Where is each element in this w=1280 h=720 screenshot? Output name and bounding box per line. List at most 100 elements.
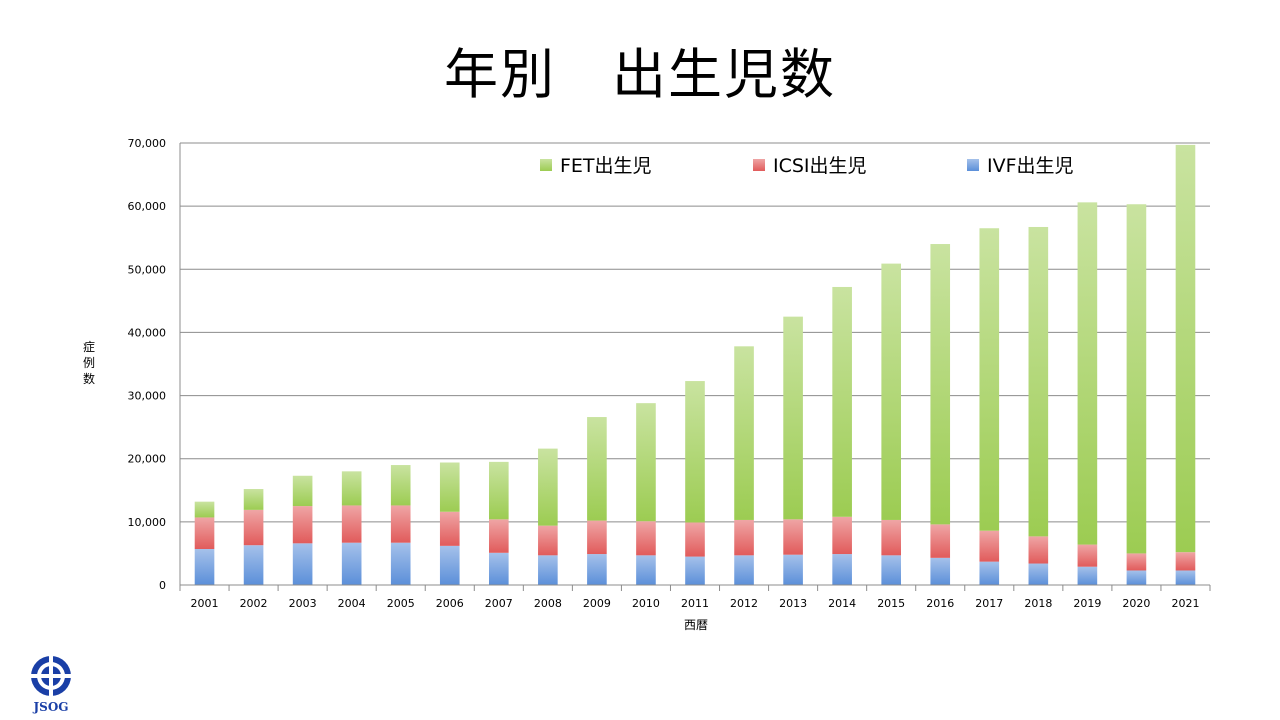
legend-label: ICSI出生児 bbox=[773, 155, 867, 177]
bar-FET出生児-2013 bbox=[783, 316, 803, 520]
x-tick-label: 2019 bbox=[1073, 597, 1101, 610]
bar-IVF出生児-2015 bbox=[881, 555, 901, 585]
bar-IVF出生児-2006 bbox=[439, 545, 460, 585]
bar-IVF出生児-2002 bbox=[243, 545, 264, 585]
x-tick-label: 2007 bbox=[485, 597, 513, 610]
bar-FET出生児-2007 bbox=[489, 461, 509, 520]
bar-ICSI出生児-2004 bbox=[341, 505, 362, 543]
bar-FET出生児-2009 bbox=[587, 417, 607, 521]
bar-FET出生児-2018 bbox=[1028, 226, 1049, 537]
bar-ICSI出生児-2015 bbox=[881, 519, 901, 556]
bar-ICSI出生児-2017 bbox=[979, 530, 1000, 562]
bar-FET出生児-2015 bbox=[881, 263, 901, 520]
bar-FET出生児-2001 bbox=[194, 501, 215, 518]
y-axis-label-char: 例 bbox=[83, 356, 95, 370]
bar-ICSI出生児-2012 bbox=[734, 519, 754, 556]
bar-ICSI出生児-2013 bbox=[783, 519, 803, 555]
x-tick-label: 2016 bbox=[926, 597, 954, 610]
y-tick-label: 10,000 bbox=[128, 516, 167, 529]
bar-ICSI出生児-2019 bbox=[1077, 544, 1098, 567]
jsog-logo: JSOG bbox=[28, 654, 74, 716]
bar-IVF出生児-2010 bbox=[636, 555, 656, 585]
x-tick-label: 2005 bbox=[387, 597, 415, 610]
x-tick-label: 2002 bbox=[240, 597, 268, 610]
bar-FET出生児-2006 bbox=[439, 462, 460, 512]
x-tick-label: 2006 bbox=[436, 597, 464, 610]
bar-FET出生児-2012 bbox=[734, 346, 754, 520]
x-tick-label: 2011 bbox=[681, 597, 709, 610]
bar-FET出生児-2002 bbox=[243, 489, 264, 510]
x-tick-label: 2003 bbox=[289, 597, 317, 610]
bar-FET出生児-2004 bbox=[341, 471, 362, 506]
y-tick-label: 20,000 bbox=[128, 453, 167, 466]
x-tick-label: 2008 bbox=[534, 597, 562, 610]
bar-FET出生児-2016 bbox=[930, 244, 951, 525]
bar-ICSI出生児-2003 bbox=[292, 506, 313, 544]
bar-ICSI出生児-2010 bbox=[636, 521, 656, 556]
x-tick-label: 2009 bbox=[583, 597, 611, 610]
axes: 0 10,000 20,000 30,000 40,000 50,000 60,000 70,… bbox=[128, 137, 1211, 610]
bar-IVF出生児-2021 bbox=[1175, 570, 1196, 585]
logo-text: JSOG bbox=[33, 700, 69, 714]
bar-IVF出生児-2001 bbox=[194, 549, 215, 585]
jsog-emblem-icon bbox=[31, 656, 71, 696]
bar-ICSI出生児-2021 bbox=[1175, 552, 1196, 571]
x-axis-label: 西暦 bbox=[684, 618, 708, 632]
x-tick-label: 2018 bbox=[1024, 597, 1052, 610]
bar-FET出生児-2008 bbox=[538, 448, 558, 526]
bar-FET出生児-2005 bbox=[390, 465, 411, 506]
bar-FET出生児-2017 bbox=[979, 228, 1000, 531]
bar-IVF出生児-2017 bbox=[979, 561, 1000, 585]
x-tick-label: 2020 bbox=[1122, 597, 1150, 610]
legend-swatch bbox=[753, 159, 765, 171]
x-tick-label: 2004 bbox=[338, 597, 366, 610]
bar-FET出生児-2010 bbox=[636, 403, 656, 522]
page-title: 年別 出生児数 bbox=[444, 43, 836, 106]
y-tick-label: 30,000 bbox=[128, 390, 167, 403]
x-tick-label: 2017 bbox=[975, 597, 1003, 610]
y-tick-label: 70,000 bbox=[128, 137, 167, 150]
y-axis-label-char: 数 bbox=[83, 371, 95, 386]
bar-IVF出生児-2016 bbox=[930, 557, 951, 585]
legend-label: FET出生児 bbox=[560, 155, 652, 177]
legend-label: IVF出生児 bbox=[987, 155, 1074, 177]
x-tick-label: 2010 bbox=[632, 597, 660, 610]
bar-IVF出生児-2012 bbox=[734, 555, 754, 585]
x-tick-label: 2001 bbox=[191, 597, 219, 610]
bar-IVF出生児-2014 bbox=[832, 554, 852, 585]
bar-IVF出生児-2019 bbox=[1077, 566, 1098, 585]
bar-IVF出生児-2007 bbox=[489, 552, 509, 585]
y-tick-label: 40,000 bbox=[128, 326, 167, 339]
bar-ICSI出生児-2014 bbox=[832, 516, 852, 555]
bar-ICSI出生児-2002 bbox=[243, 509, 264, 546]
y-tick-label: 50,000 bbox=[128, 263, 167, 276]
bar-ICSI出生児-2007 bbox=[489, 519, 509, 553]
bar-ICSI出生児-2009 bbox=[587, 520, 607, 555]
bar-IVF出生児-2008 bbox=[538, 555, 558, 585]
y-axis-label: 症例数 bbox=[83, 339, 95, 386]
bar-ICSI出生児-2005 bbox=[390, 505, 411, 543]
bar-FET出生児-2020 bbox=[1126, 204, 1147, 554]
bar-IVF出生児-2005 bbox=[390, 542, 411, 585]
bar-FET出生児-2011 bbox=[685, 381, 705, 523]
x-tick-label: 2013 bbox=[779, 597, 807, 610]
bar-IVF出生児-2004 bbox=[341, 542, 362, 585]
bar-ICSI出生児-2018 bbox=[1028, 536, 1049, 564]
y-tick-label: 0 bbox=[159, 579, 166, 592]
bar-FET出生児-2014 bbox=[832, 286, 852, 517]
bar-ICSI出生児-2001 bbox=[194, 517, 215, 550]
bar-FET出生児-2003 bbox=[292, 475, 313, 507]
legend-swatch bbox=[540, 159, 552, 171]
bar-ICSI出生児-2006 bbox=[439, 511, 460, 546]
bars bbox=[194, 144, 1196, 585]
y-axis-label-char: 症 bbox=[83, 339, 95, 354]
bar-IVF出生児-2020 bbox=[1126, 570, 1147, 585]
x-tick-label: 2012 bbox=[730, 597, 758, 610]
bar-ICSI出生児-2020 bbox=[1126, 553, 1147, 571]
y-tick-label: 60,000 bbox=[128, 200, 167, 213]
bar-FET出生児-2019 bbox=[1077, 202, 1098, 545]
bar-ICSI出生児-2008 bbox=[538, 525, 558, 556]
x-tick-label: 2014 bbox=[828, 597, 856, 610]
bar-FET出生児-2021 bbox=[1175, 144, 1196, 553]
